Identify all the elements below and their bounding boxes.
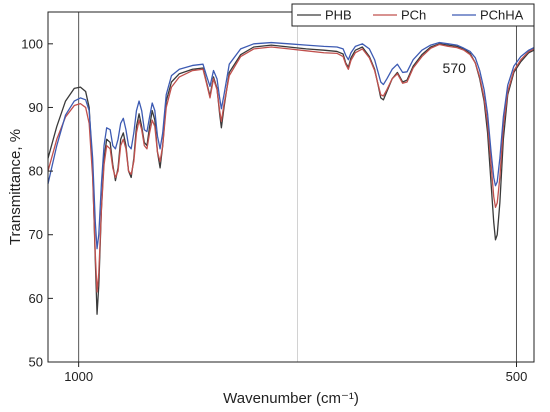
series-line-phb bbox=[47, 43, 535, 315]
x-tick-label-1000: 1000 bbox=[64, 369, 93, 384]
plot-frame bbox=[47, 11, 535, 363]
y-tick-label-70: 70 bbox=[29, 227, 43, 242]
x-axis-title: Wavenumber (cm⁻¹) bbox=[223, 390, 359, 407]
annotation-570: 570 bbox=[443, 60, 467, 76]
y-tick-label-100: 100 bbox=[21, 36, 43, 51]
y-tick-label-60: 60 bbox=[29, 291, 43, 306]
series-line-pchha bbox=[47, 41, 535, 250]
y-axis-title: Transmittance, % bbox=[7, 129, 24, 245]
y-tick-label-80: 80 bbox=[29, 164, 43, 179]
ticks-layer: 50 60 70 80 90 100 1000 500 bbox=[21, 36, 527, 384]
legend: PHB PCh PChHA bbox=[291, 3, 535, 27]
y-tick-label-90: 90 bbox=[29, 100, 43, 115]
legend-box bbox=[291, 3, 535, 27]
reference-lines bbox=[78, 12, 517, 362]
series-layer bbox=[47, 41, 535, 315]
legend-label-phb: PHB bbox=[325, 8, 352, 23]
x-tick-label-500: 500 bbox=[506, 369, 528, 384]
series-line-pch bbox=[47, 43, 535, 293]
y-tick-label-50: 50 bbox=[29, 355, 43, 370]
legend-label-pch: PCh bbox=[401, 8, 426, 23]
legend-label-pchha: PChHA bbox=[480, 8, 524, 23]
